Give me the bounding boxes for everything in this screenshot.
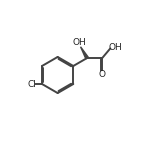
Text: OH: OH	[73, 38, 87, 47]
Text: Cl: Cl	[27, 80, 36, 88]
Text: O: O	[99, 70, 106, 79]
Polygon shape	[81, 47, 88, 59]
Text: OH: OH	[109, 43, 123, 52]
